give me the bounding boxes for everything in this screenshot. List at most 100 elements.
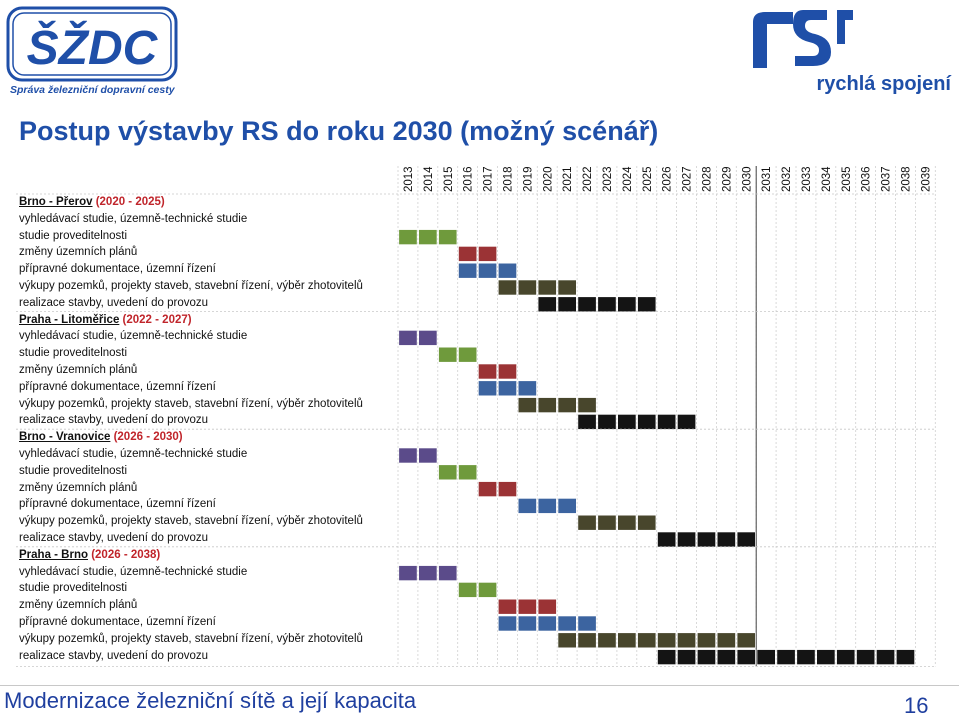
gantt-bar-cell xyxy=(537,397,557,413)
year-tick-label: 2034 xyxy=(821,166,833,192)
year-tick-label: 2039 xyxy=(920,166,932,192)
task-label: výkupy pozemků, projekty staveb, stavebn… xyxy=(19,397,363,410)
year-tick-label: 2016 xyxy=(463,166,475,192)
task-label: realizace stavby, uvedení do provozu xyxy=(19,296,209,309)
project-heading: Praha - Litoměřice (2022 - 2027) xyxy=(19,312,192,329)
year-tick-label: 2033 xyxy=(801,166,813,192)
year-tick-label: 2023 xyxy=(602,166,614,192)
task-label: výkupy pozemků, projekty staveb, stavebn… xyxy=(19,632,363,645)
project-heading: Praha - Brno (2026 - 2038) xyxy=(19,547,160,564)
gantt-bar-cell xyxy=(736,632,756,649)
gantt-bar-cell xyxy=(816,649,836,665)
gantt-bar-cell xyxy=(537,296,557,313)
szdc-logo: ŠŽDC Správa železniční dopravní cesty xyxy=(6,6,178,96)
project-range: (2026 - 2030) xyxy=(110,431,183,444)
gantt-bar-cell xyxy=(438,229,458,245)
year-tick-label: 2035 xyxy=(841,166,853,192)
gantt-bar-cell xyxy=(696,649,716,665)
year-tick-label: 2037 xyxy=(881,166,893,192)
footer-text: Modernizace železniční sítě a její kapac… xyxy=(4,688,417,713)
project-heading: Brno - Přerov (2020 - 2025) xyxy=(19,194,165,211)
gantt-bar-cell xyxy=(677,531,697,548)
gantt-bar-cell xyxy=(577,632,597,649)
gantt-bar-cell xyxy=(557,615,577,632)
task-label: změny územních plánů xyxy=(19,481,138,494)
gantt-bar-cell xyxy=(637,632,657,649)
gantt-bar-cell xyxy=(438,565,458,581)
gantt-bar-cell xyxy=(497,262,517,279)
page-number: 16 xyxy=(904,693,929,718)
gantt-bar-cell xyxy=(657,531,677,548)
year-tick-label: 2038 xyxy=(900,166,912,192)
gantt-bar-cell xyxy=(657,414,677,430)
szdc-logo-text: ŠŽDC xyxy=(27,20,159,75)
year-tick-label: 2021 xyxy=(562,166,574,192)
gantt-bar-cell xyxy=(478,262,497,279)
gantt-bar-cell xyxy=(736,531,756,548)
gantt-bar-cell xyxy=(637,514,657,531)
gantt-bar-cell xyxy=(497,380,517,397)
gantt-bar-cell xyxy=(716,531,736,548)
gantt-bar-cell xyxy=(537,615,557,632)
gantt-bar-cell xyxy=(497,279,517,296)
year-tick-label: 2020 xyxy=(542,166,554,192)
gantt-bar-cell xyxy=(517,598,537,615)
rs-logo-text: rychlá spojení xyxy=(817,73,953,95)
year-tick-label: 2014 xyxy=(423,166,435,192)
task-label: výkupy pozemků, projekty staveb, stavebn… xyxy=(19,280,363,292)
gantt-bar-cell xyxy=(557,498,577,514)
project-heading: Brno - Vranovice (2026 - 2030) xyxy=(19,429,183,446)
gantt-bar-cell xyxy=(398,447,418,464)
year-tick-label: 2036 xyxy=(861,166,873,192)
task-label: studie proveditelnosti xyxy=(19,347,128,360)
gantt-bar-cell xyxy=(517,615,537,632)
gantt-bar-cell xyxy=(577,414,597,430)
year-tick-label: 2027 xyxy=(682,166,694,192)
gantt-bar-cell xyxy=(617,632,637,649)
gantt-bar-cell xyxy=(677,632,697,649)
task-label: realizace stavby, uvedení do provozu xyxy=(19,414,209,427)
gantt-bar-cell xyxy=(497,481,517,497)
task-label: realizace stavby, uvedení do provozu xyxy=(19,532,209,544)
task-label: studie proveditelnosti xyxy=(19,464,128,477)
task-label: vyhledávací studie, územně-technické stu… xyxy=(19,330,248,343)
gantt-bar-cell xyxy=(497,615,517,632)
gantt-bar-cell xyxy=(478,481,497,497)
gantt-bar-cell xyxy=(836,649,856,665)
gantt-bar-cell xyxy=(478,582,497,598)
task-label: vyhledávací studie, územně-technické stu… xyxy=(19,212,248,225)
task-label: přípravné dokumentace, územní řízení xyxy=(19,498,216,511)
gantt-bar-cell xyxy=(458,346,478,363)
gantt-bar-cell xyxy=(458,582,478,598)
gantt-bar-cell xyxy=(517,498,537,514)
gantt-bar-cell xyxy=(497,363,517,380)
year-tick-label: 2024 xyxy=(622,166,634,192)
year-tick-label: 2031 xyxy=(761,166,773,192)
task-label: výkupy pozemků, projekty staveb, stavebn… xyxy=(19,515,363,528)
gantt-bar-cell xyxy=(577,397,597,413)
gantt-bar-cell xyxy=(418,330,438,346)
gantt-bar-cell xyxy=(617,514,637,531)
gantt-bar-cell xyxy=(696,531,716,548)
gantt-bar-cell xyxy=(418,565,438,581)
gantt-chart: 2013 2014 2015 2016 2017 2018 2019 2020 2021 2022… xyxy=(16,166,936,667)
gantt-bar-cell xyxy=(537,598,557,615)
project-name: Brno - Vranovice xyxy=(19,431,111,444)
task-label: studie proveditelnosti xyxy=(19,582,128,595)
gantt-bar-cell xyxy=(398,229,418,245)
year-tick-label: 2032 xyxy=(781,166,793,192)
project-range: (2022 - 2027) xyxy=(119,313,192,326)
footer-divider xyxy=(0,685,959,686)
gantt-bar-cell xyxy=(577,296,597,313)
gantt-bar-cell xyxy=(617,414,637,430)
gantt-bar-cell xyxy=(696,632,716,649)
year-tick-label: 2013 xyxy=(403,166,415,192)
gantt-bar-cell xyxy=(657,649,677,665)
task-label: studie proveditelnosti xyxy=(19,229,128,242)
year-tick-label: 2019 xyxy=(522,166,534,192)
gantt-bar-cell xyxy=(398,330,418,346)
gantt-bar-cell xyxy=(716,649,736,665)
gantt-bar-cell xyxy=(458,246,478,262)
gantt-bar-cell xyxy=(438,346,458,363)
gantt-bar-cell xyxy=(398,565,418,581)
